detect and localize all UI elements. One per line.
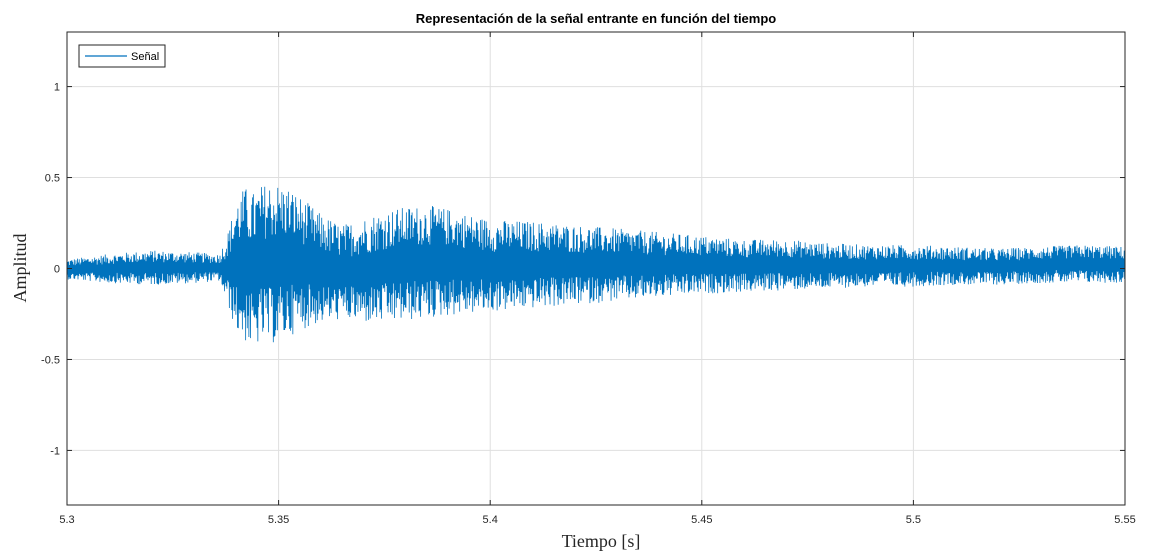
x-tick-label: 5.3 — [59, 514, 74, 526]
y-tick-label: 0 — [54, 264, 60, 276]
signal-series — [66, 186, 1126, 343]
x-tick-label: 5.5 — [906, 514, 921, 526]
x-axis-ticks: 5.3 5.35 5.4 5.45 5.5 5.55 — [59, 32, 1136, 526]
y-tick-label: 1 — [54, 82, 60, 94]
x-tick-label: 5.45 — [691, 514, 712, 526]
chart-title: Representación de la señal entrante en f… — [416, 11, 777, 26]
legend-label-senal: Señal — [131, 51, 159, 63]
x-tick-label: 5.4 — [483, 514, 498, 526]
x-tick-label: 5.55 — [1114, 514, 1135, 526]
y-tick-label: -0.5 — [41, 354, 60, 366]
y-tick-label: 0.5 — [45, 173, 60, 185]
y-axis-label: Amplitud — [10, 233, 30, 302]
legend: Señal — [78, 44, 166, 68]
y-tick-label: -1 — [50, 445, 60, 457]
y-axis-ticks: -1 -0.5 0 0.5 1 — [41, 82, 1125, 457]
signal-line — [66, 186, 1126, 343]
x-axis-label: Tiempo [s] — [562, 531, 641, 551]
x-tick-label: 5.35 — [268, 514, 289, 526]
